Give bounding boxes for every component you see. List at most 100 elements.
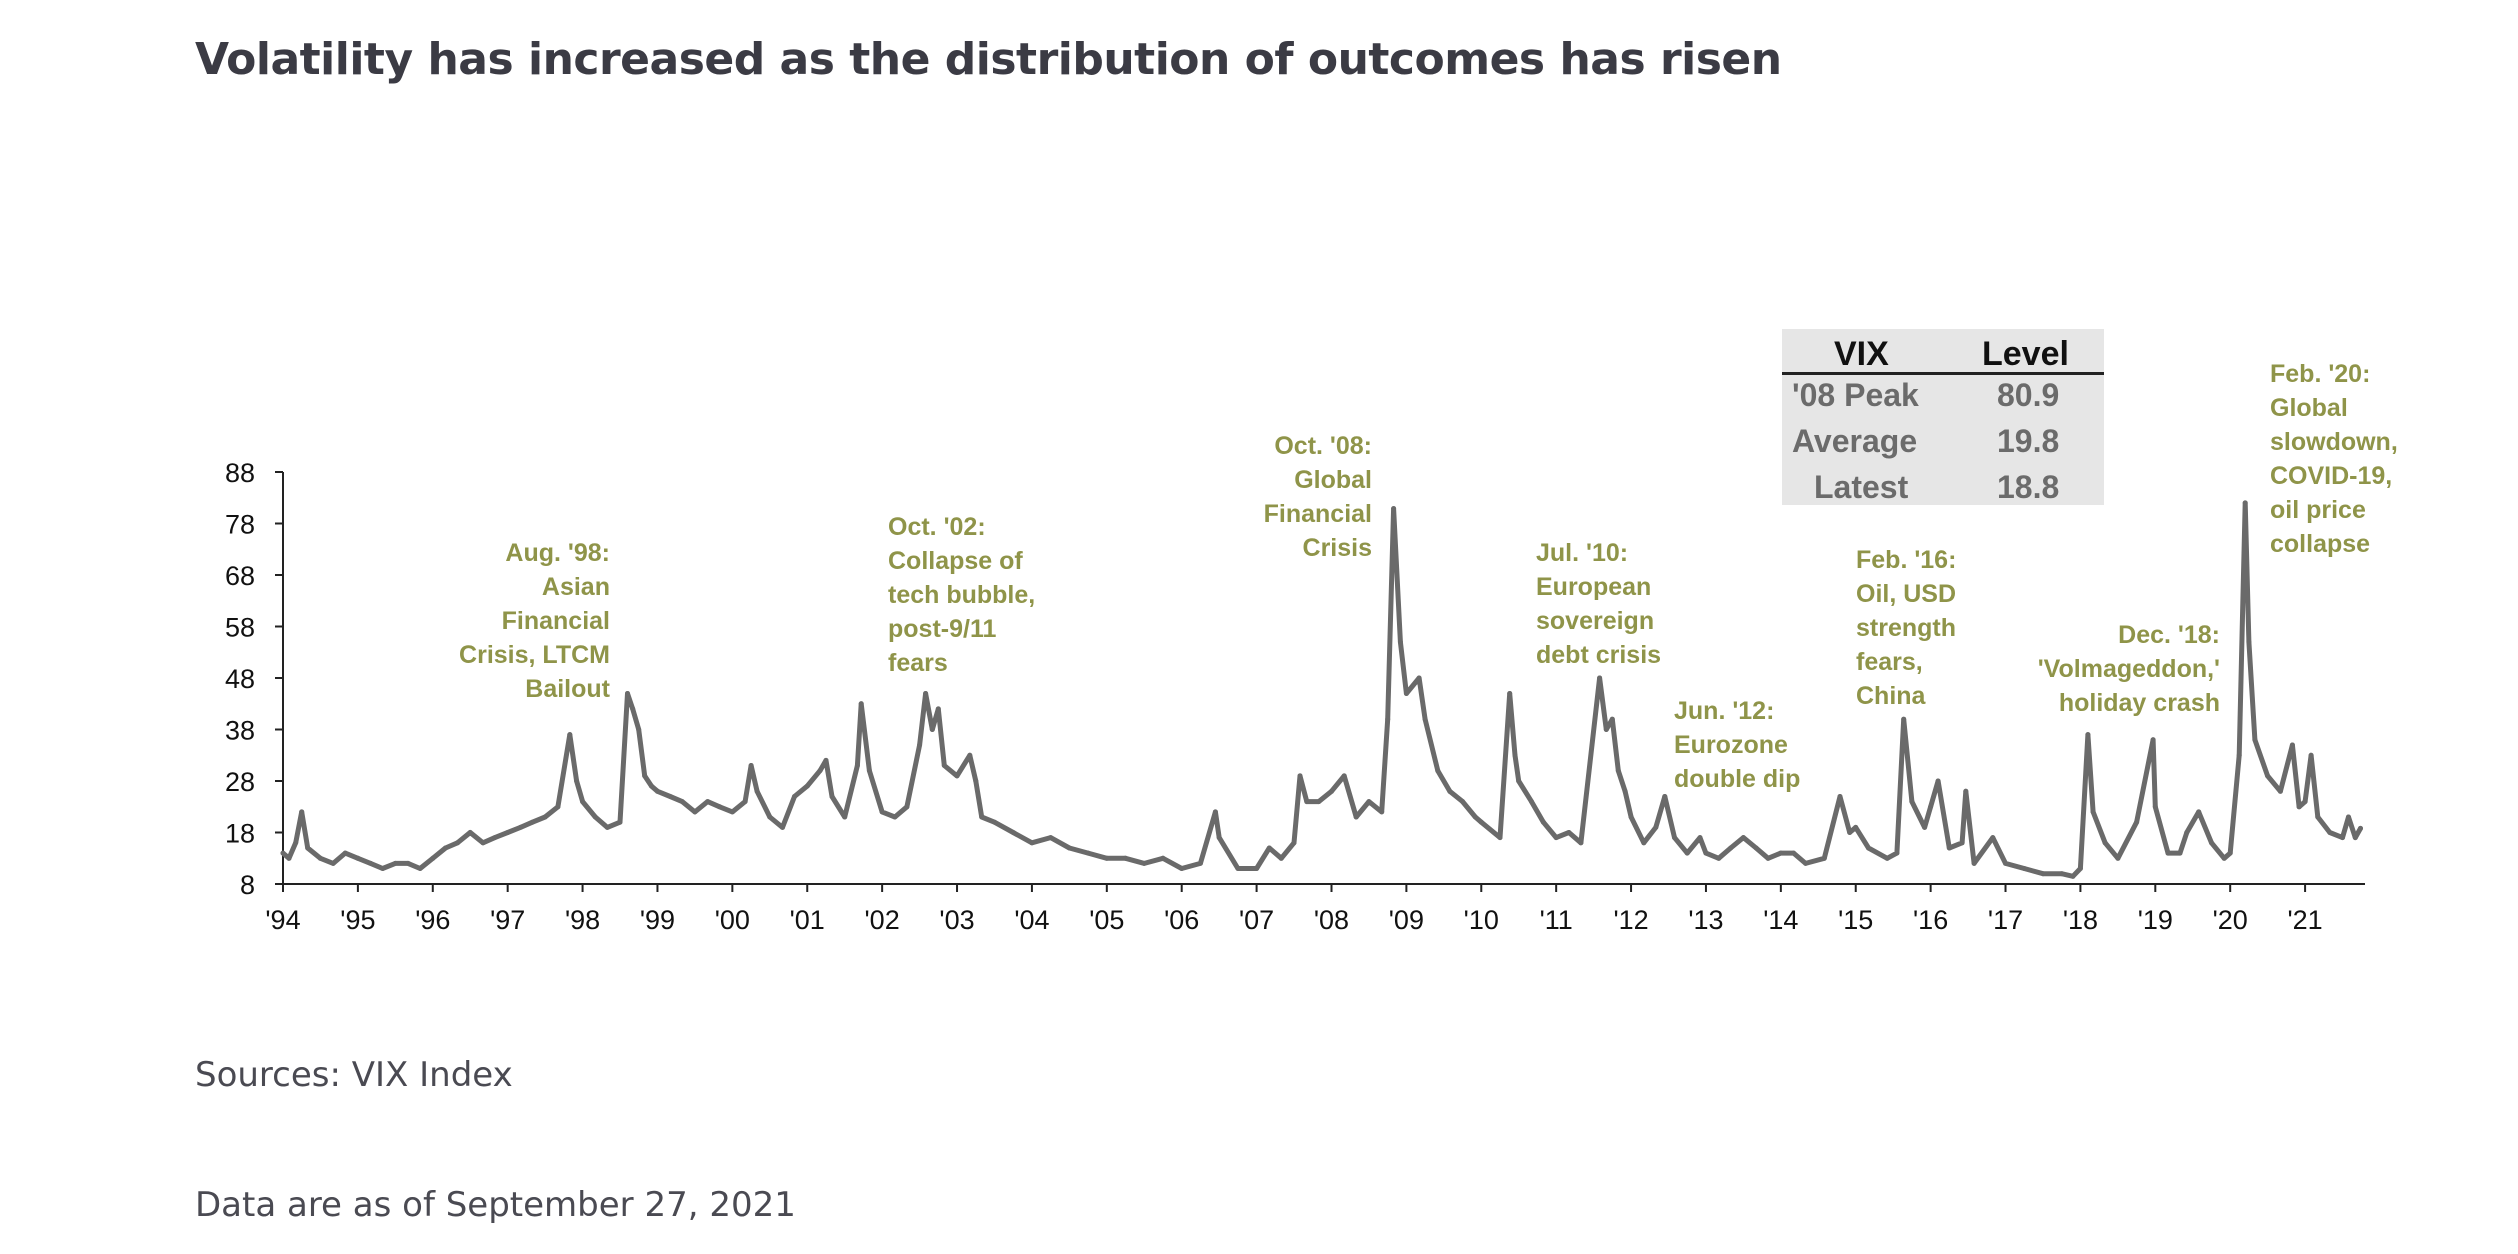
vix-data-point: [380, 866, 386, 871]
vix-data-point: [1894, 850, 1900, 856]
vix-data-point: [1366, 799, 1372, 805]
vix-data-point: [780, 824, 785, 830]
sources-note: Sources: VIX Index: [195, 1055, 513, 1095]
vix-data-point: [1791, 850, 1797, 856]
vix-data-point: [1341, 773, 1347, 779]
vix-data-point: [1403, 691, 1409, 696]
vix-data-point: [630, 706, 636, 712]
vix-data-point: [368, 860, 374, 866]
vix-data-point: [2150, 737, 2156, 743]
vix-data-point: [1066, 845, 1072, 851]
vix-data-point: [1672, 835, 1677, 841]
vix-data-point: [625, 691, 630, 696]
vix-data-point: [1416, 675, 1422, 681]
annotation-aug-98: Aug. '98: Asian Financial Crisis, LTCM B…: [459, 539, 610, 703]
vix-data-point: [1478, 819, 1484, 825]
vix-data-point: [992, 819, 997, 825]
x-tick-label: '94: [265, 905, 300, 935]
vix-data-point: [286, 855, 292, 861]
vix-data-point: [342, 850, 348, 856]
vix-data-point: [1728, 845, 1734, 851]
table-header-level: Level: [1982, 335, 2069, 373]
x-tick-label: '18: [2063, 905, 2098, 935]
vix-data-point: [2196, 809, 2202, 815]
x-tick-label: '04: [1014, 905, 1049, 935]
vix-data-point: [1516, 778, 1522, 784]
vix-data-point: [1821, 855, 1827, 861]
vix-data-point: [1609, 716, 1615, 722]
vix-data-point: [430, 855, 436, 861]
vix-data-point: [705, 799, 711, 805]
annotation-oct-02: Oct. '02: Collapse of tech bubble, post-…: [888, 513, 1036, 677]
vix-data-point: [1216, 835, 1222, 841]
vix-data-point: [642, 773, 648, 779]
vix-data-point: [2021, 866, 2027, 871]
vix-data-point: [1422, 716, 1428, 722]
vix-data-point: [2246, 639, 2252, 645]
vix-data-point: [1316, 799, 1322, 805]
vix-data-point: [1266, 845, 1272, 851]
vix-data-point: [1197, 860, 1203, 866]
vix-data-point: [2090, 809, 2096, 815]
vix-data-point: [2221, 855, 2227, 861]
table-row-value: 18.8: [1997, 469, 2060, 505]
vix-data-point: [1512, 752, 1518, 758]
vix-data-point: [649, 783, 654, 789]
vix-data-point: [1179, 866, 1185, 871]
vix-data-point: [1697, 835, 1703, 841]
x-tick-label: '01: [790, 905, 825, 935]
vix-data-point: [879, 809, 885, 815]
vix-data-point: [592, 814, 598, 820]
vix-data-point: [854, 763, 860, 768]
x-tick-label: '97: [490, 905, 525, 935]
annotation-dec-18: Dec. '18: 'Volmageddon,' holiday crash: [2037, 621, 2220, 717]
vix-data-point: [2236, 752, 2242, 758]
vix-data-point: [979, 814, 985, 820]
vix-data-point: [1909, 799, 1915, 805]
vix-data-point: [1212, 809, 1218, 815]
vix-data-point: [1653, 824, 1659, 830]
vix-data-point: [1297, 773, 1303, 779]
x-tick-label: '07: [1239, 905, 1274, 935]
vix-data-point: [317, 855, 323, 861]
x-tick-label: '11: [1540, 905, 1573, 935]
table-row-value: 19.8: [1997, 423, 2060, 459]
vix-data-point: [1553, 835, 1559, 841]
vix-data-point: [467, 830, 473, 835]
vix-data-point: [1435, 768, 1441, 774]
x-tick-label: '14: [1763, 905, 1798, 935]
vix-data-point: [492, 835, 498, 841]
vix-data-point: [1141, 860, 1147, 866]
x-tick-label: '06: [1164, 905, 1199, 935]
vix-data-point: [1278, 855, 1284, 861]
page-title: Volatility has increased as the distribu…: [195, 34, 1782, 85]
vix-data-point: [2340, 835, 2345, 841]
vix-data-point: [1123, 855, 1128, 861]
vix-data-point: [1291, 840, 1297, 846]
vix-data-point: [679, 799, 685, 805]
vix-data-point: [1304, 799, 1310, 805]
vix-data-point: [829, 794, 835, 799]
vix-data-point: [1472, 814, 1478, 820]
vix-data-point: [505, 830, 511, 835]
vix-data-point: [1397, 639, 1403, 645]
vix-data-point: [305, 845, 311, 851]
vix-data-point: [1497, 835, 1503, 841]
x-tick-label: '20: [2213, 905, 2248, 935]
vix-data-point: [405, 860, 411, 866]
vix-data-point: [929, 727, 935, 732]
vix-data-point: [892, 814, 898, 820]
vix-data-point: [355, 855, 361, 861]
vix-data-point: [2327, 830, 2333, 835]
vix-data-point: [1959, 840, 1965, 846]
vix-data-point: [823, 757, 829, 763]
vix-data-point: [2308, 752, 2314, 758]
vix-data-point: [2209, 840, 2214, 846]
vix-data-point: [567, 732, 573, 738]
vix-data-point: [1353, 814, 1359, 820]
vix-data-point: [935, 706, 941, 712]
y-tick-label: 18: [225, 819, 255, 849]
vix-data-point: [1866, 845, 1871, 851]
vix-data-point: [973, 778, 979, 784]
vix-data-point: [293, 840, 299, 846]
